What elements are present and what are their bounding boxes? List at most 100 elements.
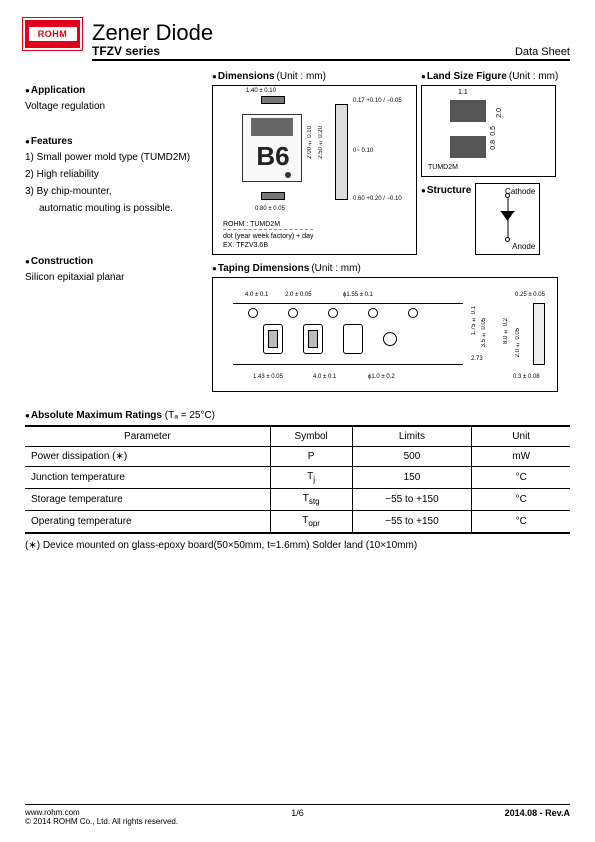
application-heading: Application — [25, 85, 200, 96]
cathode-terminal — [505, 193, 510, 198]
cell-lim: 150 — [352, 467, 472, 489]
doc-type: Data Sheet — [515, 46, 570, 58]
cell-unit: mW — [472, 447, 570, 467]
table-row: Junction temperature Tj 150 °C — [25, 467, 570, 489]
tp-t: 0.25 ± 0.05 — [515, 292, 545, 298]
cell-sym: Tstg — [270, 489, 352, 511]
tape-side-view — [533, 303, 545, 365]
left-column: Application Voltage regulation Features … — [25, 71, 200, 392]
tape-pocket — [343, 324, 363, 354]
land-hpad: 0.8 — [490, 140, 497, 150]
tp-a: 1.43 ± 0.05 — [253, 374, 283, 380]
land-head: Land Size Figure (Unit : mm) — [421, 71, 558, 82]
tp-f: 3.5 ± 0.05 — [481, 318, 487, 347]
table-row: Storage temperature Tstg −55 to +150 °C — [25, 489, 570, 511]
ratings-block: Absolute Maximum Ratings (Tₐ = 25°C) Par… — [25, 410, 570, 551]
subtitle-row: TFZV series Data Sheet — [92, 44, 570, 61]
dimensions-block: Dimensions (Unit : mm) B6 1.40 ± 0.10 0.… — [212, 71, 417, 255]
cell-unit: °C — [472, 511, 570, 534]
dimensions-head: Dimensions (Unit : mm) — [212, 71, 417, 82]
pkg-side-view — [335, 104, 348, 200]
dimensions-figure: B6 1.40 ± 0.10 0.80 ± 0.05 2.00 ± 0.10 2… — [212, 85, 417, 255]
dim-tab-w: 0.80 ± 0.05 — [255, 206, 285, 212]
ratings-heading: Absolute Maximum Ratings — [25, 410, 162, 421]
tape-hole — [368, 308, 378, 318]
pkg-marking: B6 — [253, 140, 293, 172]
tp-k: 2.0 ± 0.05 — [515, 328, 521, 357]
features-list: 1) Small power mold type (TUMD2M) 2) Hig… — [25, 150, 200, 216]
series-name: TFZV series — [92, 44, 160, 58]
cell-sym: Topr — [270, 511, 352, 534]
dim-side-t: 0.17 +0.10 / −0.05 — [353, 98, 402, 104]
cell-param: Operating temperature — [25, 511, 270, 534]
top-right-row: Dimensions (Unit : mm) B6 1.40 ± 0.10 0.… — [212, 71, 570, 255]
tp-p2: 2.0 ± 0.05 — [285, 292, 312, 298]
tape-component — [308, 330, 318, 348]
tape-hole — [328, 308, 338, 318]
ratings-table: Parameter Symbol Limits Unit Power dissi… — [25, 425, 570, 534]
col-parameter: Parameter — [25, 426, 270, 447]
tp-p0: 4.0 ± 0.1 — [245, 292, 268, 298]
table-header-row: Parameter Symbol Limits Unit — [25, 426, 570, 447]
feature-3b: automatic mouting is possible. — [25, 201, 200, 216]
diode-symbol — [507, 197, 508, 241]
page-number: 1/6 — [291, 808, 304, 818]
land-pad-bot — [450, 136, 486, 158]
pkg-cathode-band — [251, 118, 293, 136]
land-unit: (Unit : mm) — [509, 71, 558, 82]
table-row: Operating temperature Topr −55 to +150 °… — [25, 511, 570, 534]
dim-side-b: 0.60 +0.20 / −0.10 — [353, 196, 402, 202]
land-pkg: TUMD2M — [428, 164, 458, 171]
tp-e: 1.75 ± 0.1 — [471, 306, 477, 335]
tape-round — [383, 332, 397, 346]
construction-text: Silicon epitaxial planar — [25, 270, 200, 285]
main-content: Application Voltage regulation Features … — [25, 71, 570, 392]
footer-left: www.rohm.com © 2014 ROHM Co., Ltd. All r… — [25, 808, 178, 826]
land-pad-top — [450, 100, 486, 122]
tape-component — [268, 330, 278, 348]
dim-h2: 2.50 ± 0.20 — [318, 126, 324, 159]
cell-param: Storage temperature — [25, 489, 270, 511]
land-heading: Land Size Figure — [421, 71, 507, 82]
cell-param: Junction temperature — [25, 467, 270, 489]
features-heading: Features — [25, 136, 200, 147]
land-w: 1.1 — [458, 89, 468, 96]
cell-param: Power dissipation (∗) — [25, 447, 270, 467]
tp-p1: 4.0 ± 0.1 — [313, 374, 336, 380]
taping-figure: 4.0 ± 0.1 2.0 ± 0.05 ϕ1.55 ± 0.1 1.75 ± … — [212, 277, 558, 392]
dim-h1: 2.00 ± 0.10 — [307, 126, 313, 159]
pkg-note3: EX. TFZV3.6B — [223, 241, 313, 250]
taping-unit: (Unit : mm) — [311, 263, 360, 274]
tape-strip — [233, 303, 463, 365]
footer: www.rohm.com © 2014 ROHM Co., Ltd. All r… — [25, 804, 570, 826]
land-h: 2.0 — [496, 108, 503, 118]
anode-terminal — [505, 237, 510, 242]
cell-lim: −55 to +150 — [352, 511, 472, 534]
ratings-footnote: (∗) Device mounted on glass-epoxy board(… — [25, 540, 570, 551]
structure-row: Structure Cathode Anode — [421, 183, 558, 255]
construction-heading: Construction — [25, 256, 200, 267]
cell-lim: −55 to +150 — [352, 489, 472, 511]
tape-hole — [288, 308, 298, 318]
pkg-note1: ROHM : TUMD2M — [223, 220, 313, 229]
col-symbol: Symbol — [270, 426, 352, 447]
title-block: Zener Diode TFZV series Data Sheet — [92, 20, 570, 61]
header: ROHM Zener Diode TFZV series Data Sheet — [25, 20, 570, 61]
pkg-note2: dot (year week factory) + day — [223, 229, 313, 241]
footer-url: www.rohm.com — [25, 808, 178, 817]
feature-2: 2) High reliability — [25, 167, 200, 182]
tp-d0: ϕ1.55 ± 0.1 — [343, 292, 373, 298]
cell-sym: Tj — [270, 467, 352, 489]
cell-lim: 500 — [352, 447, 472, 467]
pkg-tab-top — [261, 96, 285, 104]
tp-b: 2.73 — [471, 356, 483, 362]
dimensions-heading: Dimensions — [212, 71, 275, 82]
dim-top-w: 1.40 ± 0.10 — [246, 88, 276, 94]
right-column: Dimensions (Unit : mm) B6 1.40 ± 0.10 0.… — [212, 71, 570, 392]
ratings-cond: (Tₐ = 25°C) — [162, 410, 215, 421]
anode-triangle — [501, 211, 515, 221]
application-text: Voltage regulation — [25, 99, 200, 114]
anode-label: Anode — [512, 242, 535, 251]
pkg-tab-bot — [261, 192, 285, 200]
table-row: Power dissipation (∗) P 500 mW — [25, 447, 570, 467]
